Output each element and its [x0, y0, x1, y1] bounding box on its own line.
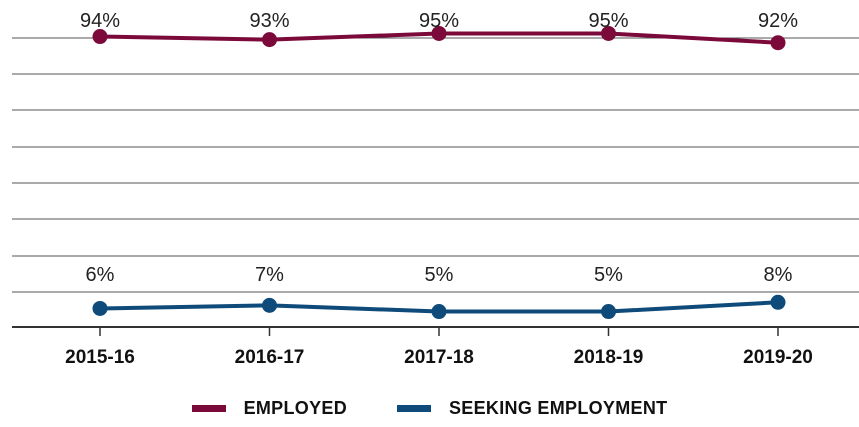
point-seeking-employment-2017-18: [431, 304, 447, 320]
x-tick-label-2015-16: 2015-16: [65, 347, 135, 368]
legend-swatch-employed: [191, 405, 226, 412]
x-tick-label-2019-20: 2019-20: [743, 347, 813, 368]
legend: EMPLOYED SEEKING EMPLOYMENT: [0, 398, 859, 419]
data-label-employed-2015-16: 94%: [80, 10, 120, 32]
legend-label-seeking-employment: SEEKING EMPLOYMENT: [449, 398, 668, 418]
point-employed-2018-19: [601, 25, 616, 41]
point-seeking-employment-2015-16: [92, 300, 108, 316]
point-employed-2017-18: [431, 25, 447, 41]
data-label-seeking-employment-2018-19: 5%: [594, 264, 623, 286]
point-seeking-employment-2019-20: [770, 294, 786, 310]
x-tick-label-2016-17: 2016-17: [235, 347, 305, 368]
line-chart: 2015-16 2016-17 2017-18 2018-19 2019-20 94% 93…: [12, 10, 859, 368]
legend-label-employed: EMPLOYED: [243, 398, 347, 418]
point-seeking-employment-2016-17: [262, 297, 277, 313]
legend-swatch-seeking-employment: [397, 405, 431, 412]
legend-item-employed: EMPLOYED: [191, 398, 347, 419]
data-label-seeking-employment-2017-18: 5%: [425, 264, 454, 286]
x-tick-label-2017-18: 2017-18: [404, 347, 474, 368]
point-employed-2015-16: [92, 29, 108, 45]
data-label-employed-2017-18: 95%: [419, 10, 459, 32]
point-seeking-employment-2018-19: [601, 304, 616, 320]
data-label-seeking-employment-2019-20: 8%: [764, 264, 793, 286]
x-tick-label-2018-19: 2018-19: [574, 347, 644, 368]
data-label-seeking-employment-2015-16: 6%: [86, 264, 115, 286]
data-label-seeking-employment-2016-17: 7%: [255, 264, 284, 286]
legend-item-seeking-employment: SEEKING EMPLOYMENT: [397, 398, 667, 419]
point-employed-2016-17: [262, 32, 277, 48]
data-label-employed-2018-19: 95%: [588, 10, 628, 32]
data-label-employed-2019-20: 92%: [758, 10, 798, 32]
data-label-employed-2016-17: 93%: [249, 10, 289, 32]
point-employed-2019-20: [770, 35, 786, 51]
